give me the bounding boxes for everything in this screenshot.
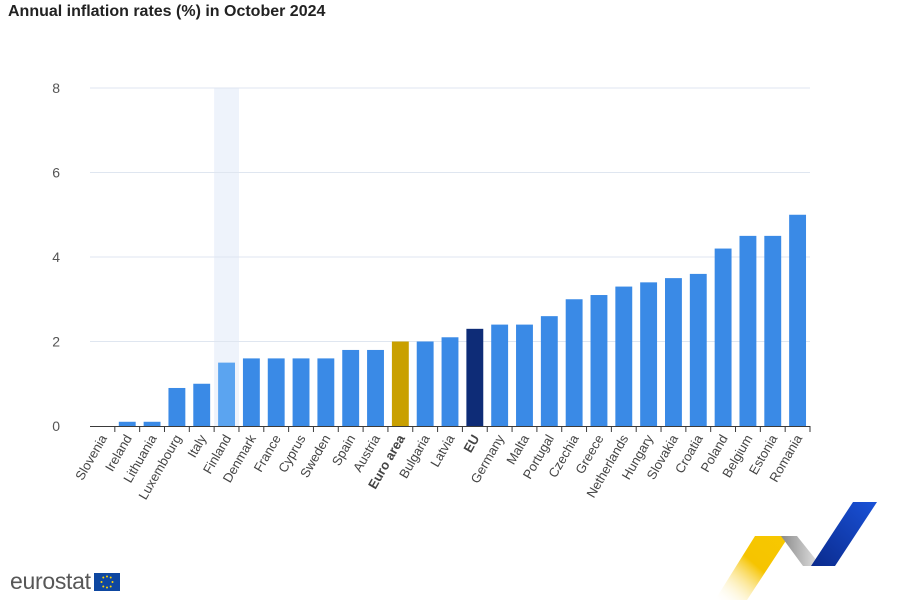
x-tick-label: Latvia — [427, 431, 458, 469]
bar[interactable] — [689, 273, 707, 426]
y-tick-label: 8 — [52, 80, 60, 96]
bar[interactable] — [665, 278, 682, 426]
y-tick-label: 2 — [52, 334, 60, 350]
eurostat-logo-text: eurostat — [10, 567, 91, 594]
bar[interactable] — [168, 387, 186, 426]
bar[interactable] — [739, 235, 757, 426]
x-tick-label: EU — [460, 432, 482, 455]
bar[interactable] — [516, 324, 533, 426]
x-tick-label: Italy — [184, 432, 209, 461]
bar[interactable] — [118, 421, 136, 426]
bar[interactable] — [416, 341, 434, 427]
bar[interactable] — [540, 316, 558, 426]
eurostat-logo[interactable]: eurostat — [10, 568, 120, 594]
bar[interactable] — [590, 295, 608, 426]
bar[interactable] — [267, 358, 285, 426]
chart-title: Annual inflation rates (%) in October 20… — [8, 3, 326, 20]
bar[interactable] — [441, 337, 459, 426]
bar[interactable] — [218, 362, 235, 426]
bar[interactable] — [292, 358, 310, 426]
y-tick-label: 6 — [52, 165, 60, 181]
y-tick-label: 0 — [52, 418, 60, 434]
y-tick-label: 4 — [52, 249, 60, 265]
bar[interactable] — [466, 328, 484, 426]
bar[interactable] — [391, 341, 409, 427]
bar[interactable] — [367, 349, 384, 426]
eu-flag-icon — [93, 573, 120, 591]
bar[interactable] — [714, 248, 732, 426]
bar[interactable] — [491, 324, 509, 426]
bar[interactable] — [615, 286, 633, 426]
bar[interactable] — [143, 421, 161, 426]
bar[interactable] — [565, 299, 583, 426]
x-tick-label: Slovenia — [72, 431, 110, 482]
bar[interactable] — [242, 358, 260, 426]
bar[interactable] — [193, 383, 211, 426]
bar[interactable] — [342, 349, 360, 426]
bar[interactable] — [640, 282, 658, 426]
bar[interactable] — [764, 235, 782, 426]
bar[interactable] — [317, 358, 335, 426]
bar[interactable] — [789, 214, 807, 426]
brand-chevron-decoration — [715, 502, 877, 600]
